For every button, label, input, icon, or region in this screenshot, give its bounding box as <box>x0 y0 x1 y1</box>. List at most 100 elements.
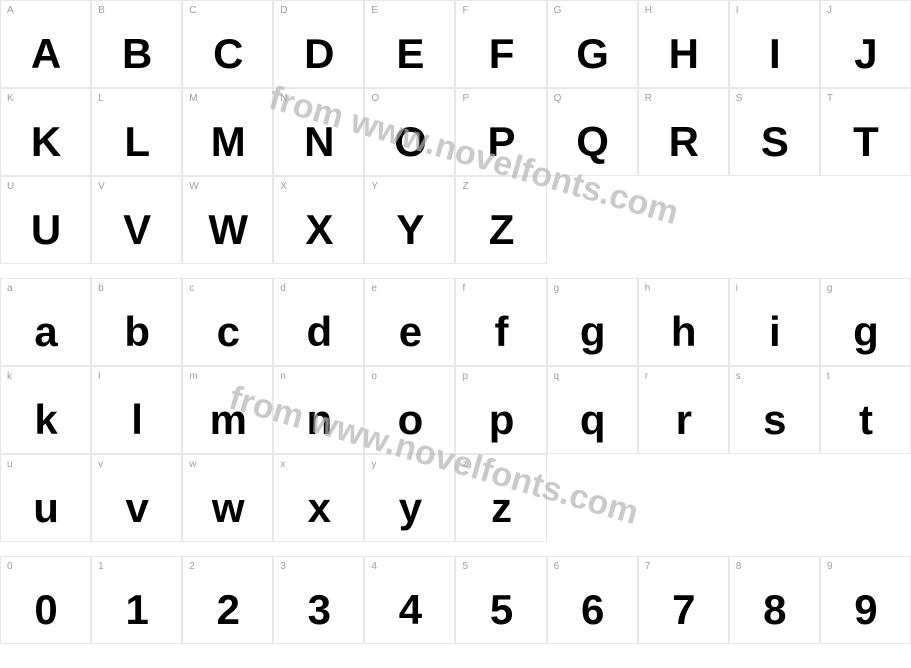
cell-label: X <box>280 181 357 192</box>
section-gap <box>0 542 911 556</box>
cell-glyph: d <box>280 311 357 361</box>
cell-label: B <box>98 5 175 16</box>
cell-label: p <box>462 371 539 382</box>
cell-label: m <box>189 371 266 382</box>
glyph-cell: OO <box>364 88 455 176</box>
glyph-cell: GG <box>547 0 638 88</box>
cell-glyph: c <box>189 311 266 361</box>
cell-glyph: o <box>371 399 448 449</box>
cell-label: L <box>98 93 175 104</box>
glyph-cell: 99 <box>820 556 911 644</box>
section-uppercase: AABBCCDDEEFFGGHHIIJJKKLLMMNNOOPPQQRRSSTT… <box>0 0 911 264</box>
cell-glyph: p <box>462 399 539 449</box>
cell-label: C <box>189 5 266 16</box>
cell-label: K <box>7 93 84 104</box>
cell-label: Z <box>462 181 539 192</box>
cell-glyph: 0 <box>7 589 84 639</box>
cell-label: T <box>827 93 904 104</box>
cell-glyph: M <box>189 121 266 171</box>
glyph-cell: tt <box>820 366 911 454</box>
cell-label: 8 <box>736 561 813 572</box>
cell-glyph: 1 <box>98 589 175 639</box>
section-digits: 00112233445566778899 <box>0 556 911 644</box>
cell-label: 7 <box>645 561 722 572</box>
cell-glyph: a <box>7 311 84 361</box>
glyph-cell: gg <box>547 278 638 366</box>
glyph-cell: kk <box>0 366 91 454</box>
glyph-cell: 33 <box>273 556 364 644</box>
glyph-cell: uu <box>0 454 91 542</box>
glyph-cell: PP <box>455 88 546 176</box>
glyph-cell: YY <box>364 176 455 264</box>
cell-glyph: U <box>7 209 84 259</box>
cell-glyph: J <box>827 33 904 83</box>
cell-glyph: D <box>280 33 357 83</box>
cell-glyph: l <box>98 399 175 449</box>
cell-label: z <box>462 459 539 470</box>
glyph-cell: oo <box>364 366 455 454</box>
glyph-cell: ww <box>182 454 273 542</box>
glyph-cell: ss <box>729 366 820 454</box>
cell-glyph: S <box>736 121 813 171</box>
glyph-cell: ll <box>91 366 182 454</box>
cell-label: W <box>189 181 266 192</box>
glyph-cell: UU <box>0 176 91 264</box>
glyph-cell: yy <box>364 454 455 542</box>
cell-glyph: X <box>280 209 357 259</box>
cell-label: 6 <box>554 561 631 572</box>
cell-label: t <box>827 371 904 382</box>
cell-label: F <box>462 5 539 16</box>
glyph-cell: 00 <box>0 556 91 644</box>
cell-glyph: B <box>98 33 175 83</box>
cell-label: g <box>554 283 631 294</box>
glyph-cell: 77 <box>638 556 729 644</box>
cell-glyph: x <box>280 487 357 537</box>
glyph-cell <box>638 454 729 542</box>
cell-label: q <box>554 371 631 382</box>
cell-glyph: s <box>736 399 813 449</box>
glyph-cell: hh <box>638 278 729 366</box>
cell-label: o <box>371 371 448 382</box>
glyph-cell: ii <box>729 278 820 366</box>
cell-glyph: r <box>645 399 722 449</box>
cell-label: 5 <box>462 561 539 572</box>
glyph-cell: qq <box>547 366 638 454</box>
glyph-cell: pp <box>455 366 546 454</box>
cell-glyph: 8 <box>736 589 813 639</box>
cell-glyph: 3 <box>280 589 357 639</box>
glyph-cell: rr <box>638 366 729 454</box>
cell-label: s <box>736 371 813 382</box>
glyph-cell: zz <box>455 454 546 542</box>
cell-glyph: Z <box>462 209 539 259</box>
cell-glyph: f <box>462 311 539 361</box>
cell-glyph: T <box>827 121 904 171</box>
cell-glyph: O <box>371 121 448 171</box>
glyph-cell: ee <box>364 278 455 366</box>
cell-glyph: b <box>98 311 175 361</box>
glyph-cell: FF <box>455 0 546 88</box>
cell-label: v <box>98 459 175 470</box>
cell-glyph: E <box>371 33 448 83</box>
cell-glyph: g <box>827 311 904 361</box>
cell-label: P <box>462 93 539 104</box>
cell-glyph: 5 <box>462 589 539 639</box>
cell-label: b <box>98 283 175 294</box>
glyph-cell: bb <box>91 278 182 366</box>
glyph-cell: ff <box>455 278 546 366</box>
glyph-cell: WW <box>182 176 273 264</box>
glyph-cell: 11 <box>91 556 182 644</box>
glyph-cell: xx <box>273 454 364 542</box>
cell-glyph: v <box>98 487 175 537</box>
cell-label: 9 <box>827 561 904 572</box>
cell-label: 3 <box>280 561 357 572</box>
glyph-cell: 22 <box>182 556 273 644</box>
cell-label: h <box>645 283 722 294</box>
glyph-cell: gg <box>820 278 911 366</box>
glyph-cell: 44 <box>364 556 455 644</box>
cell-glyph: C <box>189 33 266 83</box>
glyph-cell: mm <box>182 366 273 454</box>
glyph-cell <box>729 176 820 264</box>
glyph-cell: vv <box>91 454 182 542</box>
cell-glyph: R <box>645 121 722 171</box>
cell-glyph: V <box>98 209 175 259</box>
